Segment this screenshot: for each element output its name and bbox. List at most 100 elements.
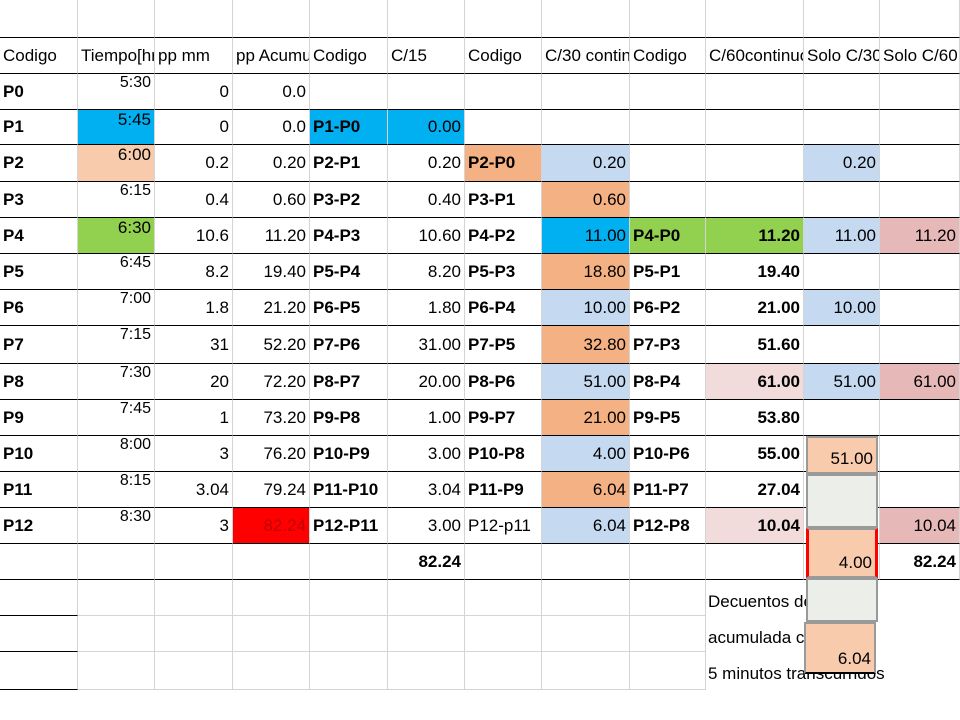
empty-cell[interactable] [155, 652, 233, 690]
table-cell[interactable]: 5:30 [78, 74, 155, 110]
table-cell[interactable]: 3 [155, 508, 233, 544]
table-cell[interactable]: 53.80 [706, 400, 804, 436]
column-header[interactable]: Codigo [630, 38, 706, 74]
table-cell[interactable]: P10-P8 [465, 436, 542, 472]
table-cell[interactable]: 1.80 [388, 290, 465, 326]
empty-cell[interactable] [630, 616, 706, 652]
table-cell[interactable]: 18.80 [542, 254, 630, 290]
table-cell[interactable]: 0.0 [233, 110, 310, 145]
total-cell[interactable]: 82.24 [388, 544, 465, 580]
empty-cell[interactable] [630, 580, 706, 616]
table-cell[interactable] [880, 110, 960, 145]
empty-cell[interactable] [465, 0, 542, 38]
table-cell[interactable]: 73.20 [233, 400, 310, 436]
column-header[interactable]: Tiempo[hr] [78, 38, 155, 74]
empty-cell[interactable] [310, 580, 388, 616]
table-cell[interactable]: P7-P6 [310, 326, 388, 364]
table-cell[interactable]: P6-P5 [310, 290, 388, 326]
table-cell[interactable]: 19.40 [233, 254, 310, 290]
table-cell[interactable]: 1.8 [155, 290, 233, 326]
table-cell[interactable]: 0.20 [388, 145, 465, 182]
table-cell[interactable]: P12-P11 [310, 508, 388, 544]
table-cell[interactable]: P7-P5 [465, 326, 542, 364]
table-cell[interactable]: 3.04 [388, 472, 465, 508]
table-cell[interactable]: 0.20 [804, 145, 880, 182]
table-cell[interactable] [804, 110, 880, 145]
empty-cell[interactable] [630, 0, 706, 38]
table-cell[interactable]: 0.4 [155, 182, 233, 218]
table-cell[interactable]: 6.04 [542, 472, 630, 508]
column-header[interactable]: C/30 continuo [542, 38, 630, 74]
table-cell[interactable]: 55.00 [706, 436, 804, 472]
table-cell[interactable] [630, 110, 706, 145]
column-header[interactable]: Solo C/60 [880, 38, 960, 74]
table-cell[interactable]: 21.20 [233, 290, 310, 326]
table-cell[interactable]: P1 [0, 110, 78, 145]
table-cell[interactable]: 4.00 [542, 436, 630, 472]
table-cell[interactable] [880, 436, 960, 472]
empty-cell[interactable] [804, 0, 880, 38]
table-cell[interactable]: 3.00 [388, 508, 465, 544]
table-cell[interactable] [880, 145, 960, 182]
empty-cell[interactable] [542, 580, 630, 616]
table-cell[interactable]: P11-P7 [630, 472, 706, 508]
empty-cell[interactable] [465, 652, 542, 690]
table-cell[interactable]: 76.20 [233, 436, 310, 472]
column-header[interactable]: Codigo [0, 38, 78, 74]
table-cell[interactable]: P8-P4 [630, 364, 706, 400]
floating-cell-6-04[interactable]: 6.04 [804, 622, 876, 674]
table-cell[interactable]: 6.04 [542, 508, 630, 544]
table-cell[interactable] [880, 182, 960, 218]
table-cell[interactable] [630, 74, 706, 110]
empty-cell[interactable] [233, 0, 310, 38]
table-cell[interactable]: 7:30 [78, 364, 155, 400]
table-cell[interactable]: 10.00 [804, 290, 880, 326]
table-cell[interactable]: P7-P3 [630, 326, 706, 364]
table-cell[interactable] [706, 145, 804, 182]
table-cell[interactable] [804, 254, 880, 290]
total-cell[interactable] [0, 544, 78, 580]
table-cell[interactable]: 0.00 [388, 110, 465, 145]
table-cell[interactable]: 82.24 [233, 508, 310, 544]
empty-cell[interactable] [880, 0, 960, 38]
table-cell[interactable]: 20 [155, 364, 233, 400]
floating-cell-4[interactable]: 4.00 [806, 528, 878, 578]
table-cell[interactable] [706, 74, 804, 110]
table-cell[interactable]: P11-P9 [465, 472, 542, 508]
empty-cell[interactable] [233, 580, 310, 616]
column-header[interactable]: Codigo [310, 38, 388, 74]
table-cell[interactable]: P6 [0, 290, 78, 326]
table-cell[interactable] [880, 74, 960, 110]
table-cell[interactable] [804, 326, 880, 364]
column-header[interactable]: pp mm [155, 38, 233, 74]
table-cell[interactable]: P8-P7 [310, 364, 388, 400]
empty-cell[interactable] [78, 616, 155, 652]
empty-cell[interactable] [155, 616, 233, 652]
total-cell[interactable] [465, 544, 542, 580]
table-cell[interactable]: 6:30 [78, 218, 155, 254]
table-cell[interactable]: P4 [0, 218, 78, 254]
empty-cell[interactable] [465, 616, 542, 652]
table-cell[interactable] [880, 400, 960, 436]
table-cell[interactable]: 7:15 [78, 326, 155, 364]
table-cell[interactable]: 0 [155, 110, 233, 145]
table-cell[interactable]: P10 [0, 436, 78, 472]
table-cell[interactable]: 72.20 [233, 364, 310, 400]
table-cell[interactable]: P10-P9 [310, 436, 388, 472]
empty-cell[interactable] [0, 0, 78, 38]
floating-cell-51[interactable]: 51.00 [806, 436, 878, 474]
table-cell[interactable]: P8-P6 [465, 364, 542, 400]
table-cell[interactable]: 3 [155, 436, 233, 472]
table-cell[interactable]: P4-P2 [465, 218, 542, 254]
table-cell[interactable] [804, 74, 880, 110]
total-cell[interactable] [310, 544, 388, 580]
table-cell[interactable]: P3-P2 [310, 182, 388, 218]
table-cell[interactable]: 0.40 [388, 182, 465, 218]
table-cell[interactable]: P2-P0 [465, 145, 542, 182]
table-cell[interactable]: 31 [155, 326, 233, 364]
empty-cell[interactable] [233, 652, 310, 690]
table-cell[interactable]: 61.00 [706, 364, 804, 400]
table-cell[interactable]: P0 [0, 74, 78, 110]
empty-cell[interactable] [388, 580, 465, 616]
table-cell[interactable]: 51.60 [706, 326, 804, 364]
